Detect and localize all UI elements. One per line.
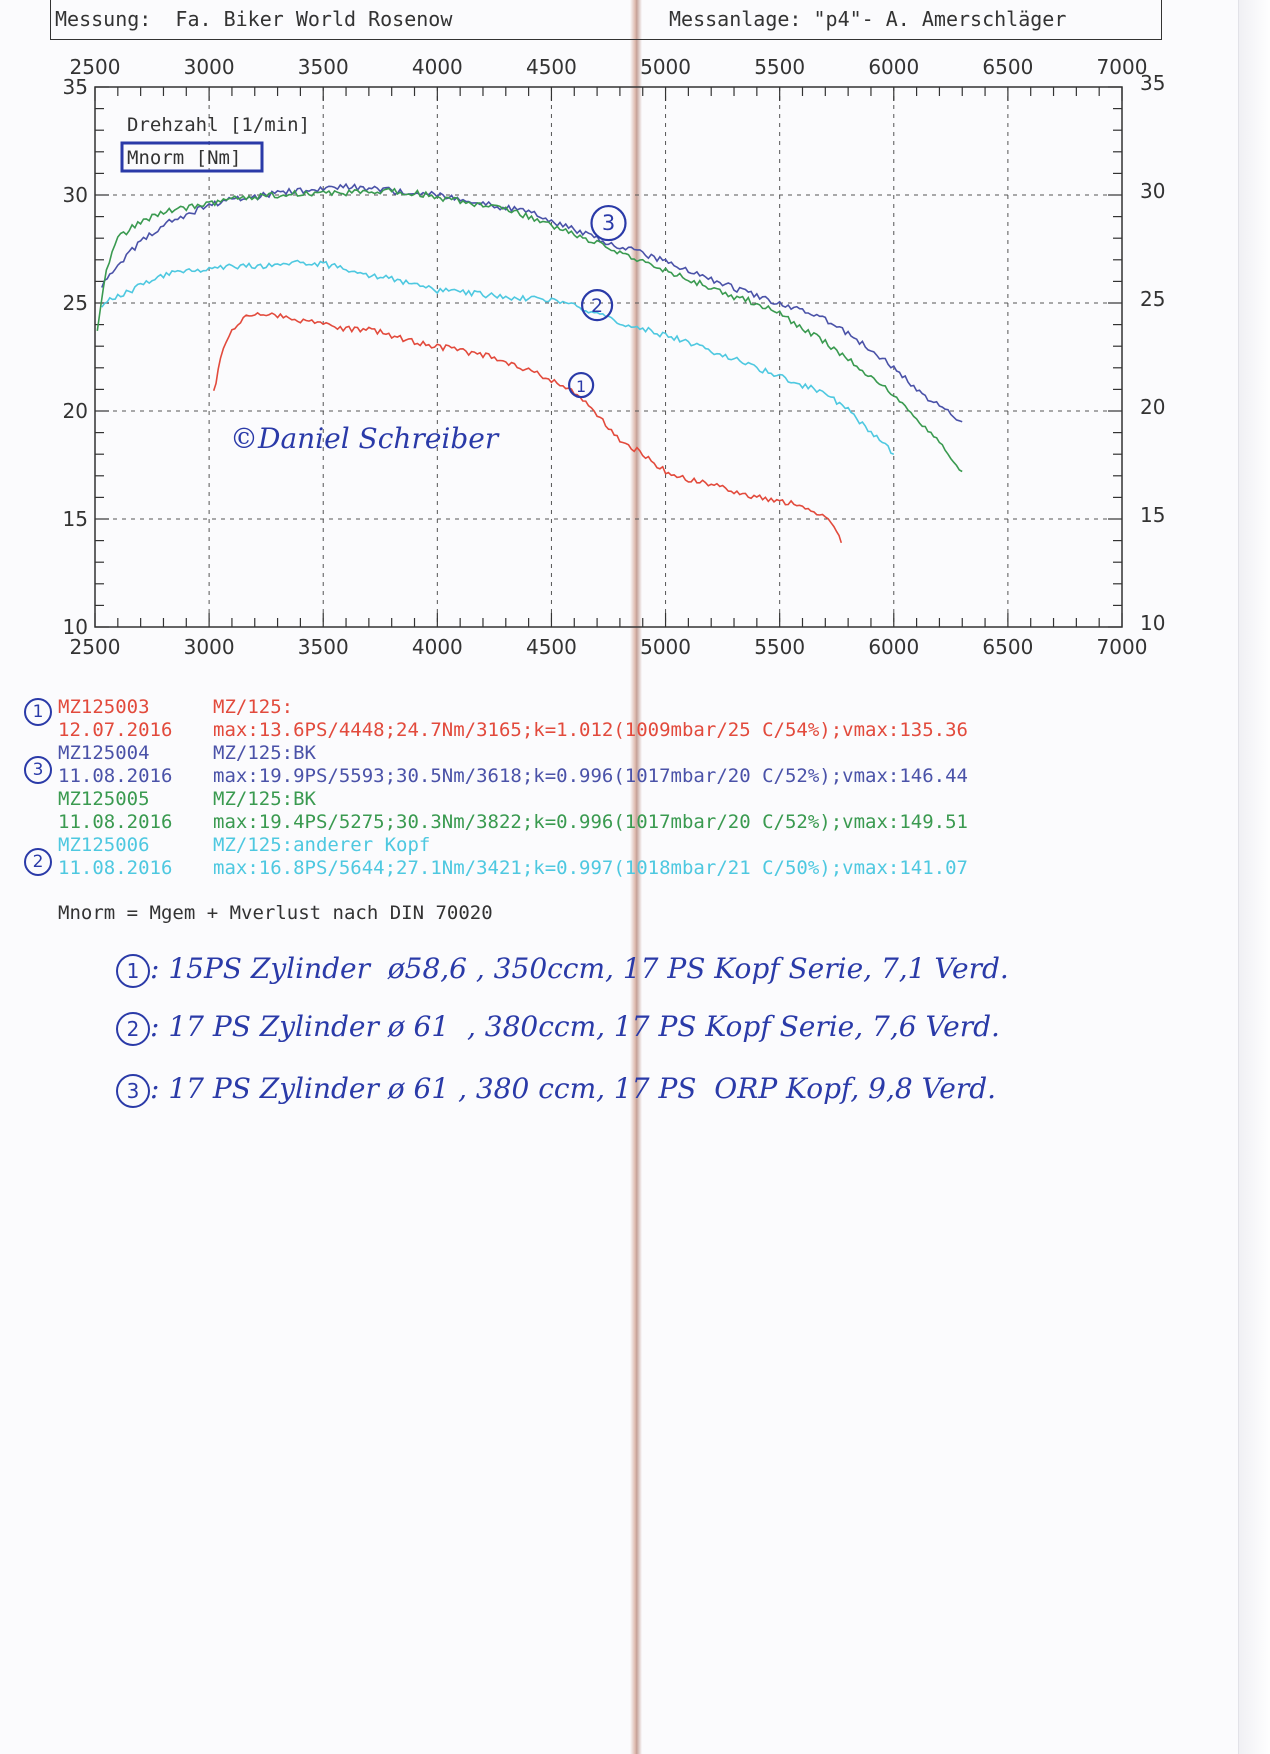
- x-tick-label-top: 4000: [412, 55, 463, 79]
- run-mark: 2: [24, 848, 52, 876]
- run-max: max:13.6PS/4448;24.7Nm/3165;k=1.012(1009…: [213, 719, 968, 741]
- header-measurement: Messung: Fa. Biker World Rosenow: [55, 7, 453, 31]
- y-ticks-left: 10 15 20 25 30 35: [63, 75, 88, 639]
- x-tick-label-bottom: 3000: [184, 635, 235, 659]
- run-id: MZ125004: [58, 742, 150, 764]
- y-tick-label-right: 20: [1140, 395, 1165, 419]
- run-id: MZ125005: [58, 788, 150, 810]
- run-max: max:19.9PS/5593;30.5Nm/3618;k=0.996(1017…: [213, 765, 968, 787]
- x-tick-label-top: 3500: [298, 55, 349, 79]
- note-text: : 15PS Zylinder ø58,6 , 350ccm, 17 PS Ko…: [150, 952, 1009, 985]
- curve-mark-label: 1: [576, 377, 586, 396]
- page-edge: [1238, 0, 1270, 1754]
- run-desc: MZ/125:: [213, 696, 294, 718]
- run-date: 11.08.2016: [58, 811, 173, 833]
- x-tick-label-top: 5500: [754, 55, 805, 79]
- run-mark: 3: [24, 756, 52, 784]
- series-line-MZ125006: [101, 259, 895, 455]
- legend-torque: Mnorm [Nm]: [127, 147, 241, 169]
- note-line: 3: 17 PS Zylinder ø 61 , 380 ccm, 17 PS …: [116, 1072, 996, 1108]
- x-tick-label-top: 6500: [982, 55, 1033, 79]
- run-desc: MZ/125:anderer Kopf: [213, 834, 431, 856]
- y-tick-label-left: 10: [63, 615, 88, 639]
- y-tick-label-right: 35: [1140, 71, 1165, 95]
- note-text: : 17 PS Zylinder ø 61 , 380ccm, 17 PS Ko…: [150, 1010, 1000, 1043]
- x-tick-label-bottom: 2500: [70, 635, 121, 659]
- x-tick-label-bottom: 5000: [640, 635, 691, 659]
- formula-note: Mnorm = Mgem + Mverlust nach DIN 70020: [58, 902, 493, 924]
- run-desc: MZ/125:BK: [213, 788, 316, 810]
- legend-torque-box: [120, 141, 264, 173]
- curve-mark-circle: [568, 371, 595, 399]
- run-date: 12.07.2016: [58, 719, 173, 741]
- torque-chart: 2500 3000 3500 4000 4500 5000 5500 6000 6500 7000…: [63, 55, 1166, 659]
- curve-mark-circle: [590, 204, 627, 242]
- paper-fold: [630, 0, 642, 1754]
- x-tick-label-top: 3000: [184, 55, 235, 79]
- curve-mark-circle: [580, 289, 614, 322]
- note-line: 2: 17 PS Zylinder ø 61 , 380ccm, 17 PS K…: [116, 1010, 1000, 1046]
- x-ticks-top: 2500 3000 3500 4000 4500 5000 5500 6000 6500 7000: [70, 55, 1148, 79]
- curve-marks: 3 2 1: [568, 204, 627, 399]
- run-date: 11.08.2016: [58, 857, 173, 879]
- run-desc: MZ/125:BK: [213, 742, 316, 764]
- x-tick-label-bottom: 7000: [1097, 635, 1148, 659]
- watermark-signature: ©Daniel Schreiber: [230, 422, 500, 455]
- y-tick-label-right: 10: [1140, 611, 1165, 635]
- x-tick-label-bottom: 4000: [412, 635, 463, 659]
- run-id: MZ125003: [58, 696, 150, 718]
- x-tick-label-top: 5000: [640, 55, 691, 79]
- x-tick-label-top: 4500: [526, 55, 577, 79]
- chart-grid: [95, 87, 1122, 627]
- note-mark: 3: [116, 1073, 150, 1108]
- series-group: [96, 182, 963, 544]
- y-tick-label-left: 20: [63, 399, 88, 423]
- run-max: max:16.8PS/5644;27.1Nm/3421;k=0.997(1018…: [213, 857, 968, 879]
- y-tick-label-right: 25: [1140, 287, 1165, 311]
- x-tick-label-bottom: 5500: [754, 635, 805, 659]
- legend-rpm: Drehzahl [1/min]: [127, 114, 310, 136]
- y-tick-label-left: 30: [63, 183, 88, 207]
- note-mark: 2: [116, 1011, 150, 1046]
- curve-mark-label: 3: [602, 211, 615, 235]
- run-id: MZ125006: [58, 834, 150, 856]
- curve-mark-label: 2: [591, 295, 603, 317]
- run-max: max:19.4PS/5275;30.3Nm/3822;k=0.996(1017…: [213, 811, 968, 833]
- note-mark: 1: [116, 953, 150, 988]
- header-box: Messung: Fa. Biker World Rosenow Messanl…: [50, 0, 1162, 40]
- y-ticks-right: 10 15 20 25 30 35: [1140, 71, 1165, 635]
- x-tick-label-top: 7000: [1097, 55, 1148, 79]
- series-line-MZ125005: [96, 187, 963, 473]
- x-tick-label-bottom: 3500: [298, 635, 349, 659]
- x-tick-label-bottom: 4500: [526, 635, 577, 659]
- minor-ticks: [94, 86, 1123, 628]
- note-line: 1: 15PS Zylinder ø58,6 , 350ccm, 17 PS K…: [116, 952, 1009, 988]
- x-tick-label-top: 6000: [868, 55, 919, 79]
- x-tick-label-bottom: 6500: [982, 635, 1033, 659]
- series-line-MZ125004: [101, 182, 963, 423]
- x-tick-label-bottom: 6000: [868, 635, 919, 659]
- y-tick-label-left: 15: [63, 507, 88, 531]
- y-tick-label-right: 15: [1140, 503, 1165, 527]
- run-mark: 1: [24, 698, 52, 726]
- plot-frame: [94, 86, 1123, 628]
- note-text: : 17 PS Zylinder ø 61 , 380 ccm, 17 PS O…: [150, 1072, 997, 1105]
- x-ticks-bottom: 2500 3000 3500 4000 4500 5000 5500 6000 6500 7000: [70, 635, 1148, 659]
- y-tick-label-left: 35: [63, 75, 88, 99]
- y-tick-label-left: 25: [63, 291, 88, 315]
- series-line-MZ125003: [212, 311, 843, 544]
- y-tick-label-right: 30: [1140, 179, 1165, 203]
- header-test-bench: Messanlage: "p4"- A. Amerschläger: [669, 7, 1067, 31]
- run-date: 11.08.2016: [58, 765, 173, 787]
- x-tick-label-top: 2500: [70, 55, 121, 79]
